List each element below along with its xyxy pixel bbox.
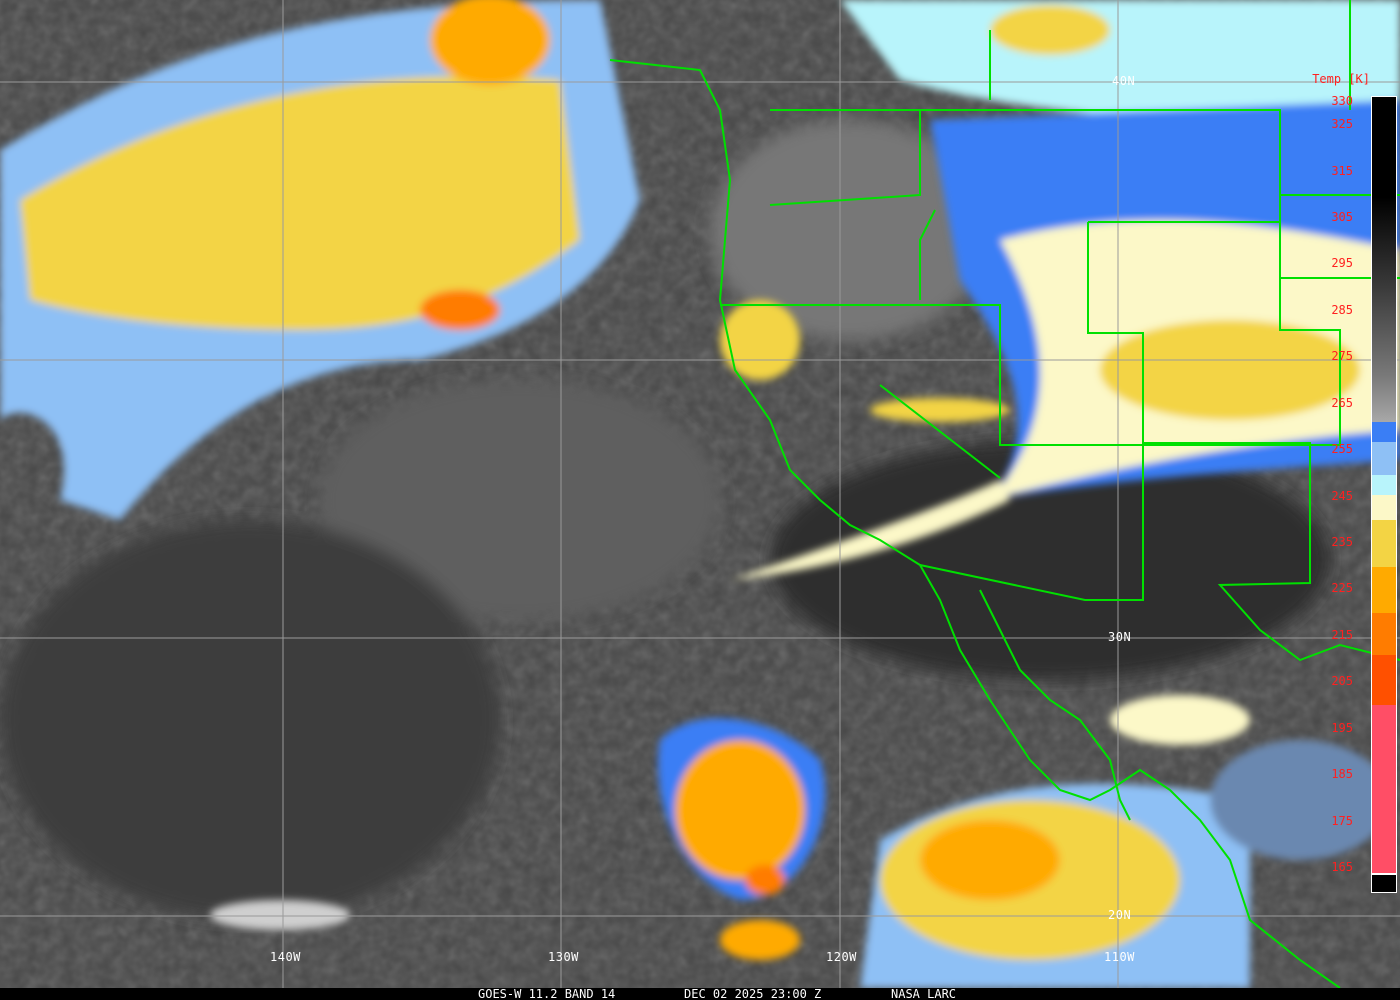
colorbar-tick-label: 215 [1331,627,1353,642]
political-boundaries [609,0,1400,988]
colorbar-tick-label: 225 [1331,581,1353,596]
lon-label-110w: 110W [1104,950,1135,964]
colorbar-tick-label: 185 [1331,767,1353,782]
colorbar-tick-label: 315 [1331,163,1353,178]
lon-label-130w: 130W [548,950,579,964]
lon-label-120w: 120W [826,950,857,964]
colorbar-tick-label: 265 [1331,395,1353,410]
credit-label: NASA LARC [891,987,957,1000]
instrument-label: GOES-W 11.2 BAND 14 [478,987,616,1000]
colorbar-tick-label: 255 [1331,442,1353,457]
colorbar-tick-label: 295 [1331,256,1353,271]
lat-label-40n: 40N [1112,74,1136,88]
lat-label-20n: 20N [1108,908,1132,922]
lat-label-30n: 30N [1108,630,1132,644]
colorbar-tick-label: 165 [1331,860,1353,874]
colorbar-tick-label: 235 [1331,535,1353,550]
colorbar-tick-label: 195 [1331,720,1353,735]
datetime-label: DEC 02 2025 23:00 Z [684,987,822,1000]
colorbar-tick-label: 325 [1331,117,1353,132]
colorbar-title: Temp [K] [1312,72,1370,86]
image-footer: GOES-W 11.2 BAND 14 DEC 02 2025 23:00 Z … [0,988,1400,1000]
temperature-colorbar [1371,96,1397,893]
colorbar-tick-label: 285 [1331,302,1353,317]
lon-label-140w: 140W [270,950,301,964]
colorbar-tick-label: 330 [1331,94,1353,108]
colorbar-tick-label: 305 [1331,210,1353,225]
colorbar-tick-label: 205 [1331,674,1353,689]
colorbar-tick-label: 275 [1331,349,1353,364]
colorbar-tick-label: 175 [1331,813,1353,828]
colorbar-tick-label: 245 [1331,488,1353,503]
